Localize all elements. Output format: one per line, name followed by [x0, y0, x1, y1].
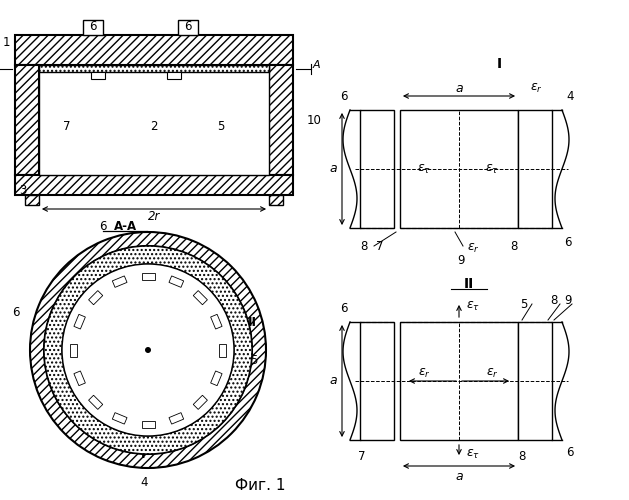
Text: Фиг. 1: Фиг. 1 — [235, 478, 285, 494]
Text: 9: 9 — [564, 294, 572, 306]
Bar — [15, 35, 293, 65]
Bar — [113, 412, 127, 424]
Bar — [193, 396, 208, 409]
Text: $\varepsilon_\tau$: $\varepsilon_\tau$ — [466, 448, 480, 460]
Text: A: A — [312, 60, 320, 70]
Text: 6: 6 — [340, 302, 348, 314]
Text: 8: 8 — [550, 294, 558, 306]
Text: $\varepsilon_r$: $\varepsilon_r$ — [467, 242, 479, 254]
Text: 6: 6 — [564, 236, 572, 248]
Text: 9: 9 — [457, 254, 465, 266]
Bar — [70, 344, 77, 356]
Text: 8: 8 — [510, 240, 518, 252]
Bar — [83, 20, 103, 35]
Bar — [269, 195, 283, 205]
Bar — [193, 290, 208, 304]
Bar — [360, 322, 394, 440]
Bar — [400, 322, 518, 440]
Text: $\varepsilon_\tau$: $\varepsilon_\tau$ — [485, 162, 499, 175]
Text: 7: 7 — [376, 240, 384, 252]
Bar — [218, 344, 226, 356]
Text: 8: 8 — [518, 450, 526, 462]
Bar — [91, 72, 105, 79]
Bar — [113, 276, 127, 287]
Text: 6: 6 — [12, 306, 19, 318]
Text: 7: 7 — [359, 450, 365, 462]
Text: 5: 5 — [250, 354, 258, 366]
Bar — [518, 110, 552, 228]
Text: 6: 6 — [566, 446, 574, 458]
Bar — [25, 195, 39, 205]
Bar — [169, 276, 184, 287]
Text: 7: 7 — [64, 120, 70, 132]
Text: 5: 5 — [520, 298, 528, 310]
Text: a: a — [329, 162, 337, 175]
Bar — [74, 371, 86, 386]
Text: 2r: 2r — [148, 210, 160, 224]
Text: 3: 3 — [19, 184, 26, 196]
Text: 4: 4 — [566, 90, 574, 102]
Text: 7: 7 — [176, 410, 184, 422]
Bar — [211, 371, 222, 386]
Text: I: I — [496, 57, 501, 71]
Circle shape — [62, 264, 234, 436]
Text: A-A: A-A — [113, 220, 136, 234]
Circle shape — [145, 347, 151, 353]
Text: 10: 10 — [307, 114, 322, 126]
Text: 6: 6 — [184, 20, 192, 34]
Bar — [518, 322, 552, 440]
Bar — [400, 110, 518, 228]
Text: 4: 4 — [140, 476, 148, 488]
Bar — [142, 420, 155, 428]
Bar — [15, 175, 293, 195]
Bar — [39, 65, 269, 175]
Text: 6: 6 — [89, 20, 97, 34]
Bar — [74, 314, 86, 329]
Text: $\varepsilon_\tau$: $\varepsilon_\tau$ — [417, 162, 431, 175]
Text: $\varepsilon_r$: $\varepsilon_r$ — [530, 82, 542, 94]
Bar — [178, 20, 198, 35]
Bar — [360, 110, 394, 228]
Text: a: a — [329, 374, 337, 388]
Bar — [89, 290, 103, 304]
Bar — [167, 72, 181, 79]
Text: 8: 8 — [360, 240, 368, 252]
Text: $\varepsilon_\tau$: $\varepsilon_\tau$ — [466, 300, 480, 312]
Bar — [89, 396, 103, 409]
Bar — [269, 65, 293, 175]
Text: 7: 7 — [116, 410, 124, 422]
Text: 2: 2 — [150, 120, 158, 132]
Text: $\varepsilon_r$: $\varepsilon_r$ — [486, 366, 498, 380]
Text: a: a — [455, 82, 463, 94]
Text: I: I — [141, 448, 145, 460]
Text: 5: 5 — [217, 120, 225, 132]
Text: 1: 1 — [3, 36, 10, 50]
Text: a: a — [455, 470, 463, 482]
Bar — [142, 272, 155, 280]
Bar — [15, 65, 39, 175]
Text: II: II — [464, 277, 474, 291]
Text: II: II — [247, 316, 257, 328]
Text: $\varepsilon_r$: $\varepsilon_r$ — [418, 366, 430, 380]
Bar — [211, 314, 222, 329]
Text: 6: 6 — [99, 220, 107, 234]
Bar — [39, 65, 269, 72]
Text: 6: 6 — [340, 90, 348, 102]
Bar — [169, 412, 184, 424]
